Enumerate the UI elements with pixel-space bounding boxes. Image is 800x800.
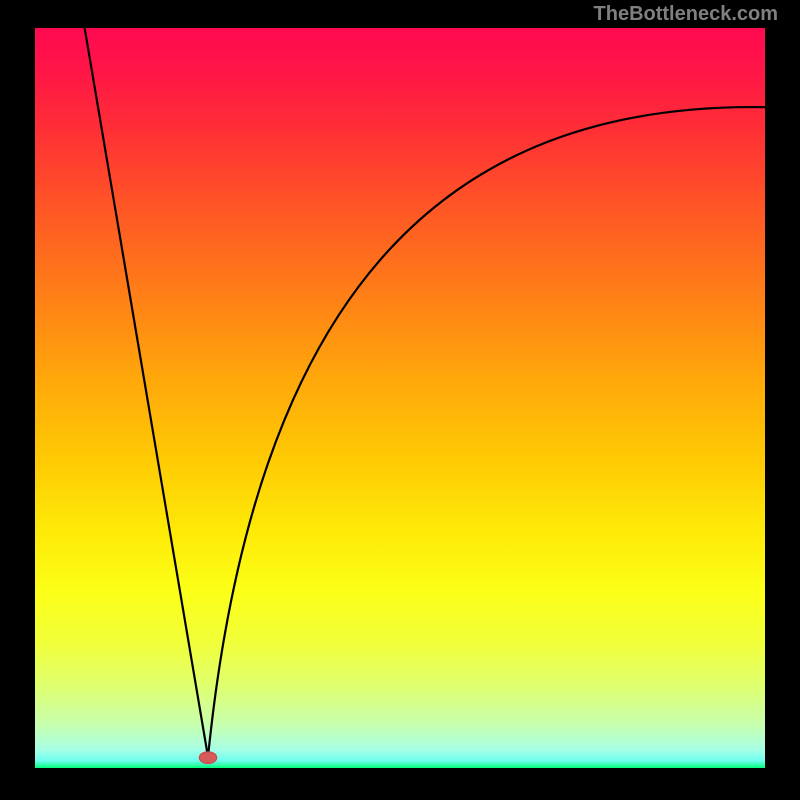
apex-marker [199,752,217,764]
chart-frame: TheBottleneck.com [0,0,800,800]
curve-layer [35,28,765,768]
plot-area [35,28,765,768]
bottleneck-curve [85,28,765,757]
watermark-text: TheBottleneck.com [594,3,778,26]
